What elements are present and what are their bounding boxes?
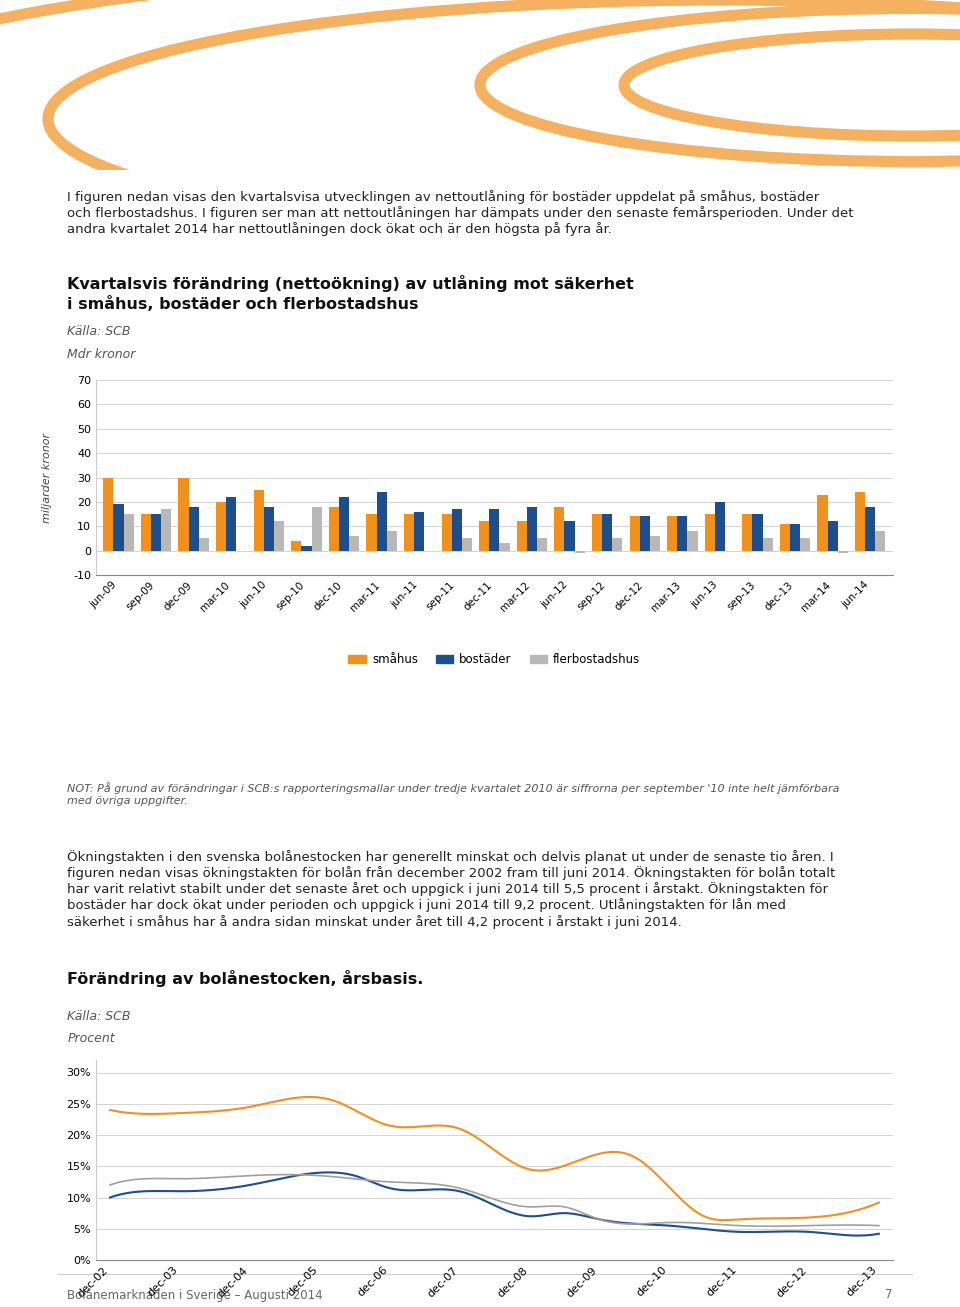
Bar (630, 516, 639, 550)
Bar (376, 493, 387, 550)
Bar (189, 507, 199, 550)
Bar (387, 531, 396, 550)
Text: Kvartalsvis förändring (nettoökning) av utlåning mot säkerhet
i småhus, bostäder: Kvartalsvis förändring (nettoökning) av … (67, 274, 634, 312)
Bar (753, 514, 762, 550)
Text: Källa: SCB: Källa: SCB (67, 1010, 131, 1023)
Bar (838, 550, 848, 553)
Bar (780, 524, 790, 550)
Bar (179, 477, 189, 550)
Y-axis label: miljarder kronor: miljarder kronor (42, 433, 52, 523)
Bar (349, 536, 359, 550)
Bar (253, 490, 264, 550)
Text: Bolånemarknaden i Sverige – Augusti 2014: Bolånemarknaden i Sverige – Augusti 2014 (67, 1287, 323, 1302)
Text: Procent: Procent (67, 1033, 115, 1046)
Bar (705, 514, 715, 550)
Bar (592, 514, 602, 550)
Bar (124, 514, 133, 550)
Bar (575, 550, 585, 553)
Bar (339, 497, 349, 550)
Bar (301, 546, 312, 550)
Bar (639, 516, 650, 550)
Legend: småhus, bostäder, flerbostadshus: småhus, bostäder, flerbostadshus (344, 648, 645, 670)
Bar (499, 544, 510, 550)
Bar (404, 514, 414, 550)
Bar (479, 521, 490, 550)
Bar (216, 502, 227, 550)
Bar (855, 493, 865, 550)
Bar (677, 516, 687, 550)
Bar (291, 541, 301, 550)
Bar (274, 521, 284, 550)
Bar (876, 531, 885, 550)
Bar (490, 510, 499, 550)
Bar (312, 507, 322, 550)
Bar (141, 514, 151, 550)
Bar (865, 507, 876, 550)
Bar (227, 497, 236, 550)
Bar (151, 514, 161, 550)
Bar (818, 494, 828, 550)
Bar (161, 510, 171, 550)
Bar (199, 538, 209, 550)
Bar (554, 507, 564, 550)
Bar (442, 514, 452, 550)
Bar (762, 538, 773, 550)
Bar (516, 521, 527, 550)
Bar (612, 538, 622, 550)
Text: Mdr kronor: Mdr kronor (67, 348, 135, 361)
Bar (452, 510, 462, 550)
Bar (564, 521, 575, 550)
Bar (650, 536, 660, 550)
Text: 7: 7 (885, 1289, 893, 1302)
Bar (367, 514, 376, 550)
Text: NOT: På grund av förändringar i SCB:s rapporteringsmallar under tredje kvartalet: NOT: På grund av förändringar i SCB:s ra… (67, 782, 840, 805)
Bar (537, 538, 547, 550)
Bar (104, 477, 113, 550)
Bar (800, 538, 810, 550)
Bar (414, 511, 424, 550)
Text: I figuren nedan visas den kvartalsvisa utvecklingen av nettoutlåning för bostäde: I figuren nedan visas den kvartalsvisa u… (67, 190, 853, 237)
Bar (667, 516, 677, 550)
Bar (828, 521, 838, 550)
Bar (527, 507, 537, 550)
Text: Källa: SCB: Källa: SCB (67, 325, 131, 339)
Bar (715, 502, 725, 550)
Bar (462, 538, 472, 550)
Bar (790, 524, 800, 550)
Text: Förändring av bolånestocken, årsbasis.: Förändring av bolånestocken, årsbasis. (67, 970, 423, 987)
Bar (264, 507, 274, 550)
Bar (742, 514, 753, 550)
Bar (602, 514, 612, 550)
Bar (113, 505, 124, 550)
Bar (329, 507, 339, 550)
Bar (687, 531, 698, 550)
Text: Ökningstakten i den svenska bolånestocken har generellt minskat och delvis plana: Ökningstakten i den svenska bolånestocke… (67, 850, 835, 928)
